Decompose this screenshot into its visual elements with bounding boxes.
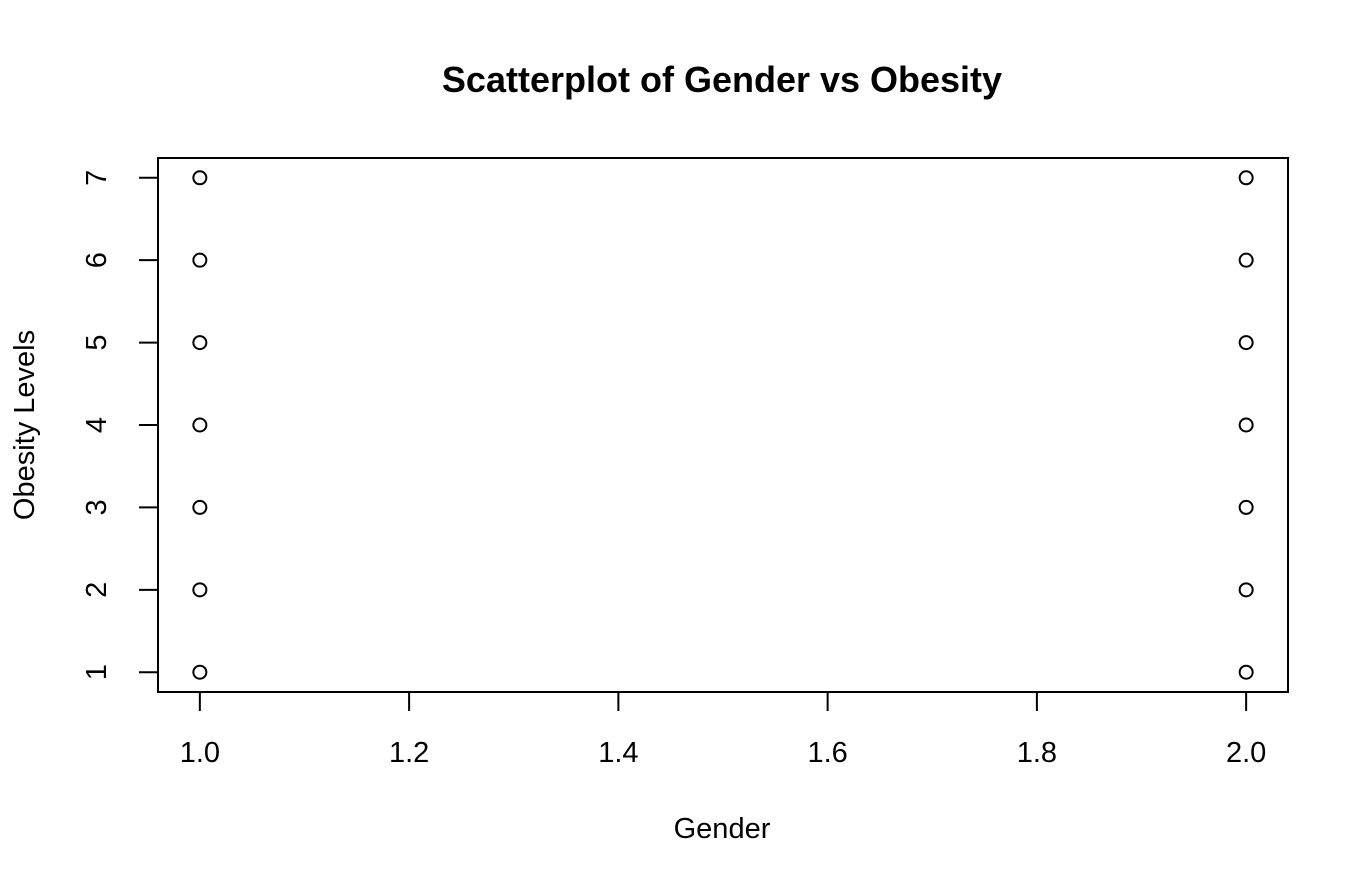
y-tick-label: 1 [81,664,113,680]
data-point [192,170,208,186]
data-point [192,499,208,515]
x-tick-label: 1.0 [180,737,220,769]
data-point [192,335,208,351]
chart-title: Scatterplot of Gender vs Obesity [442,59,1002,100]
y-tick-label: 6 [81,252,113,268]
data-point [192,582,208,598]
y-axis-title: Obesity Levels [9,330,41,520]
y-tick-label: 3 [81,499,113,515]
x-axis: 1.0 1.2 1.4 1.6 1.8 2.0 [180,691,1266,769]
data-point [1238,170,1254,186]
x-axis-title: Gender [674,813,771,845]
data-point [192,252,208,268]
data-point [1238,417,1254,433]
x-tick-label: 1.8 [1017,737,1057,769]
data-point [192,417,208,433]
data-point [1238,664,1254,680]
x-tick-label: 1.4 [598,737,638,769]
data-point [192,664,208,680]
data-point [1238,582,1254,598]
x-tick-label: 1.2 [389,737,429,769]
y-tick-label: 7 [81,170,113,186]
plot-frame [157,157,1289,693]
x-tick-label: 2.0 [1226,737,1266,769]
data-point [1238,499,1254,515]
y-axis: 1 2 3 4 5 6 7 [81,170,159,680]
y-tick-label: 5 [81,335,113,351]
data-point [1238,252,1254,268]
data-point [1238,335,1254,351]
y-tick-label: 2 [81,582,113,598]
y-tick-label: 4 [81,417,113,433]
data-points [192,170,1254,680]
x-tick-label: 1.6 [807,737,847,769]
